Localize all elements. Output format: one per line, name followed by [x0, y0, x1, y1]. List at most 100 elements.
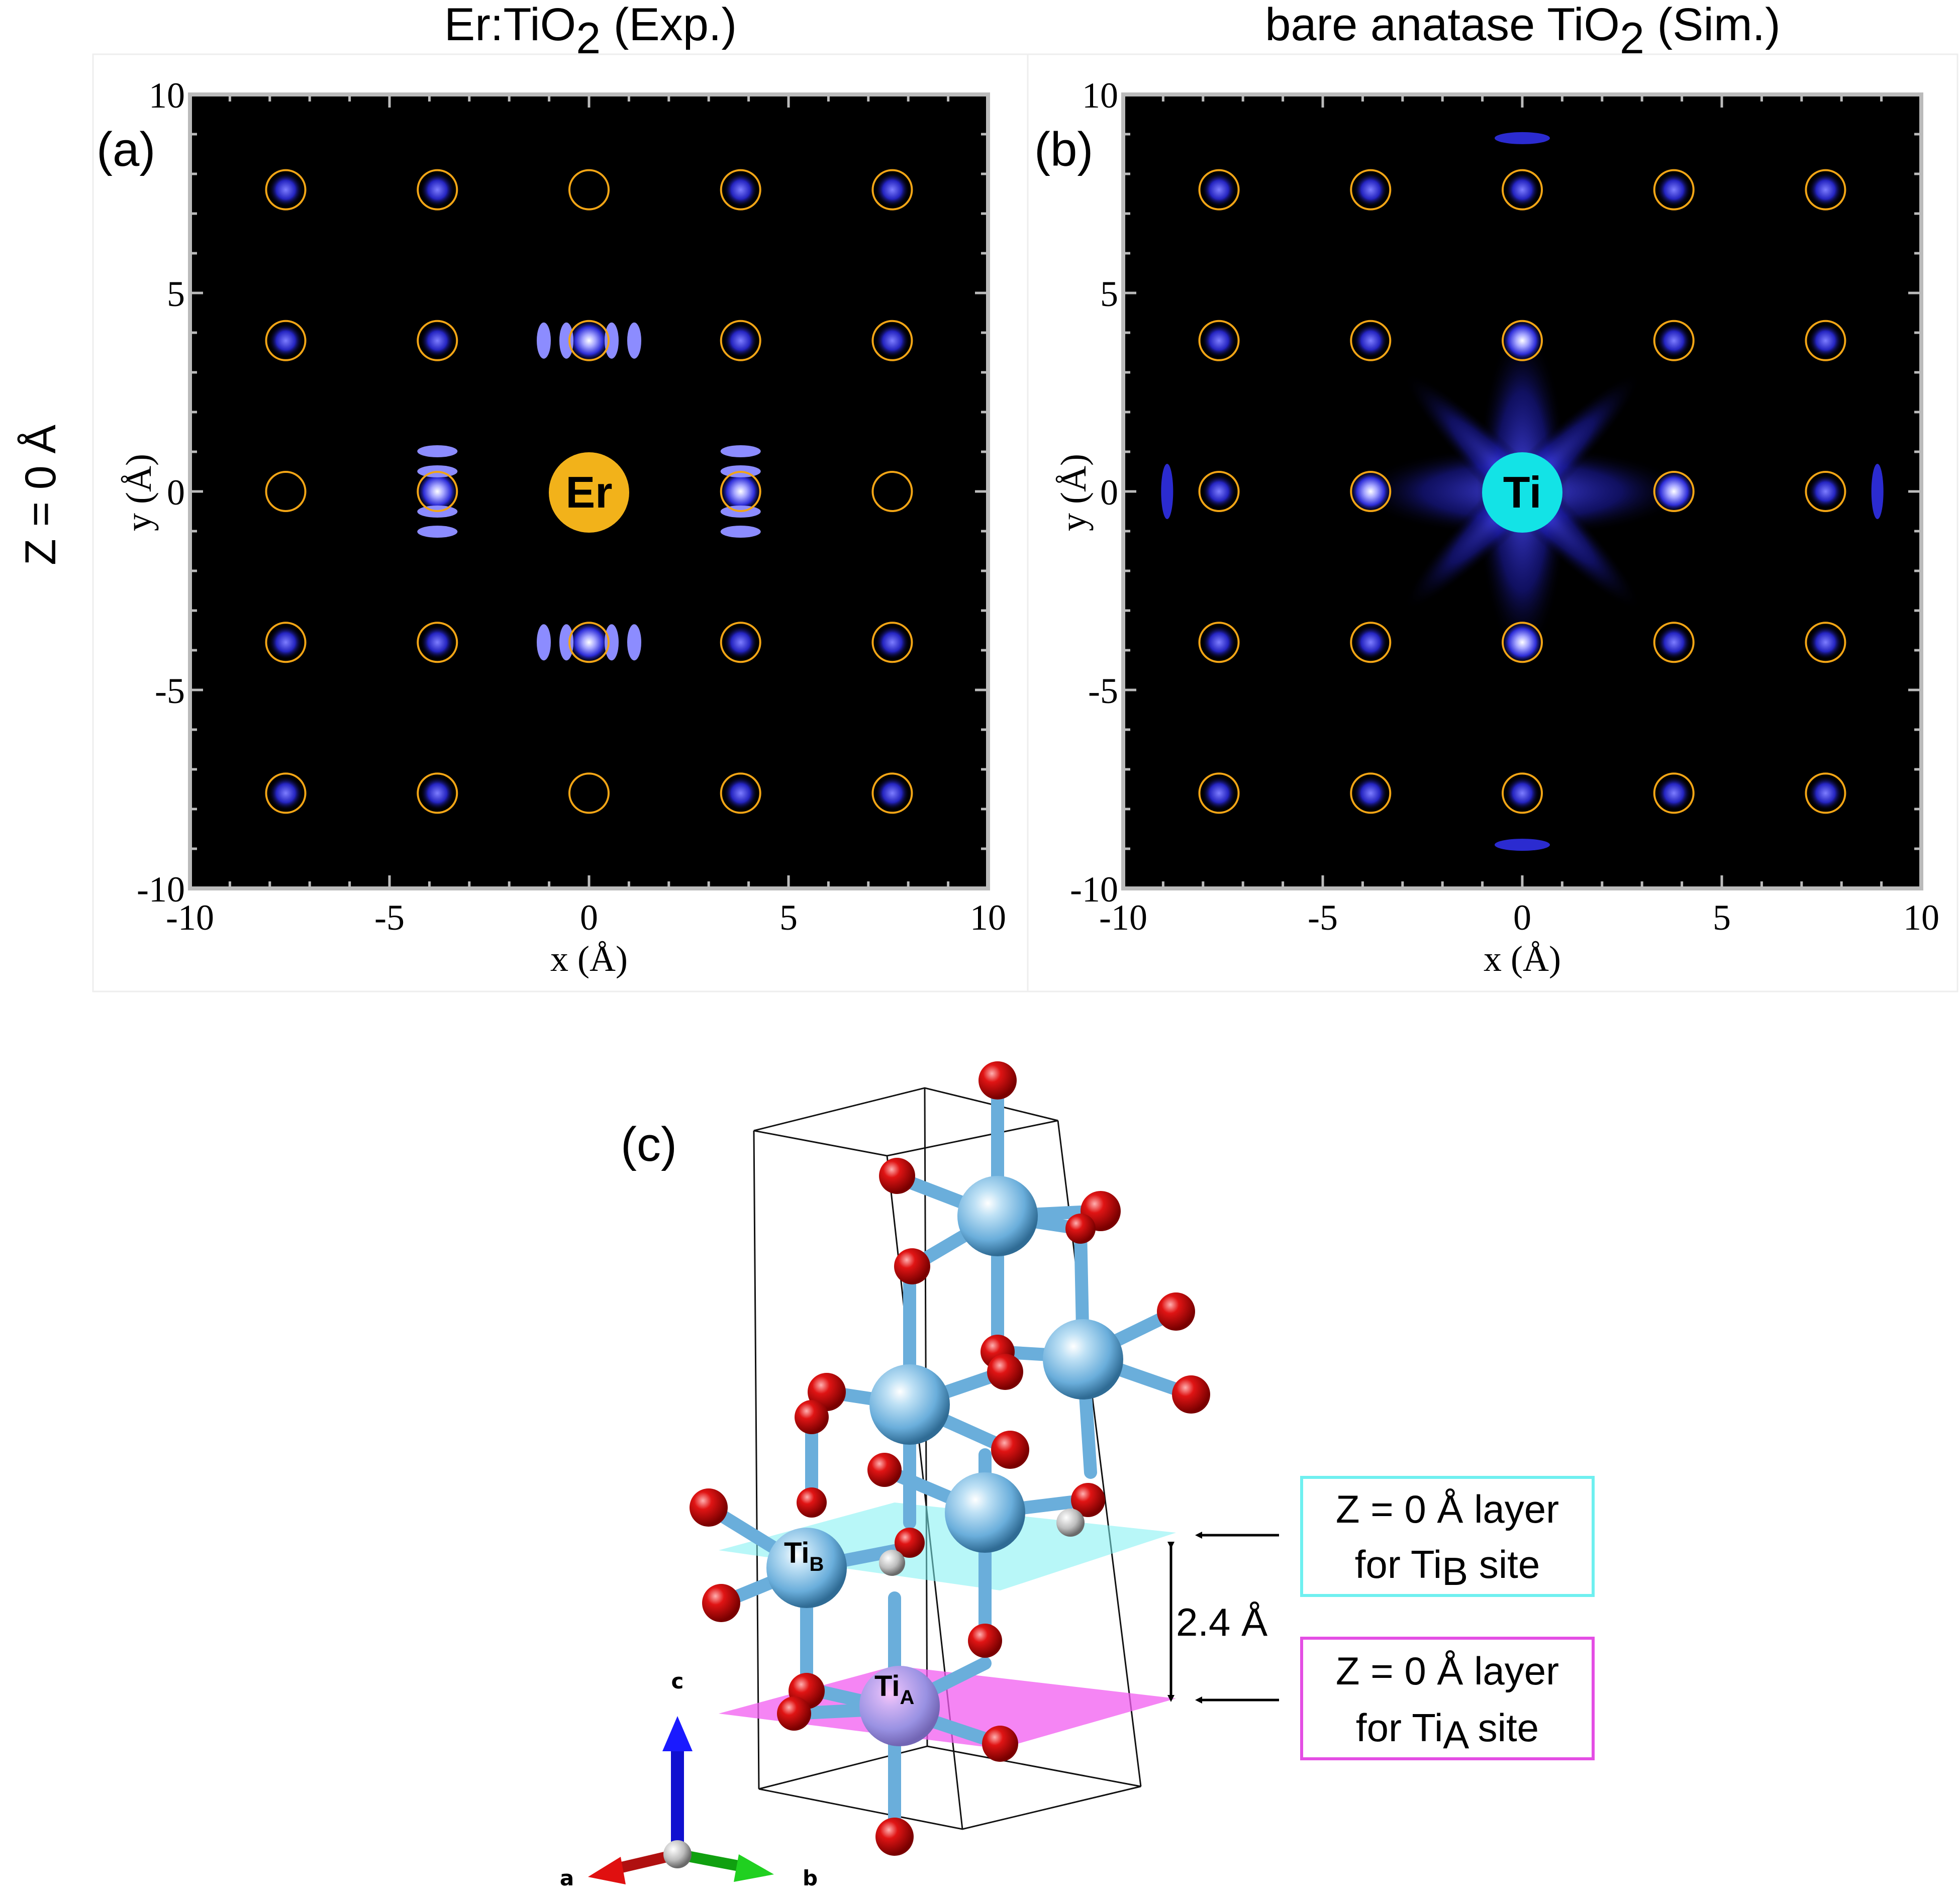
heat-spot — [568, 319, 610, 362]
xtick-label: -10 — [1099, 897, 1147, 938]
ytick-label: -10 — [1070, 869, 1118, 910]
heat-spot — [420, 323, 455, 358]
axes-origin — [663, 1840, 692, 1868]
z0-plane-ti-a — [719, 1666, 1176, 1749]
lattice-marker-circle — [568, 772, 610, 814]
heat-spot — [1202, 474, 1236, 509]
lattice-marker-circle — [1502, 772, 1543, 814]
heat-spot — [1353, 776, 1388, 811]
xtick-label: 0 — [580, 897, 598, 938]
heat-spot — [1501, 319, 1543, 362]
ti-atom — [957, 1176, 1038, 1256]
heat-spot — [719, 470, 762, 513]
lattice-marker-circle — [720, 471, 761, 512]
heat-fringe — [605, 322, 619, 359]
o-atom — [968, 1624, 1002, 1658]
grey-atom — [1056, 1509, 1085, 1537]
panel-b-title: bare anatase TiO2 (Sim.) — [1265, 0, 1781, 63]
o-atom — [987, 1354, 1023, 1390]
heat-spot — [1349, 470, 1392, 513]
lattice-marker-circle — [417, 320, 458, 361]
axis-c-label: c — [671, 1669, 684, 1693]
o-atom — [1065, 1214, 1096, 1244]
heat-spot — [723, 172, 758, 207]
ytick-label: 10 — [1082, 75, 1118, 116]
o-atom — [894, 1248, 930, 1284]
heat-spot — [1656, 776, 1691, 811]
lattice-marker-circle — [871, 772, 913, 814]
heat-spot — [723, 625, 758, 660]
ytick-label: 0 — [167, 472, 185, 513]
lattice-marker-circle — [265, 772, 307, 814]
heat-fringe — [627, 322, 641, 359]
heat-spot — [420, 625, 455, 660]
ti-b-label: TiB — [784, 1537, 824, 1575]
ytick-label: 5 — [167, 274, 185, 314]
o-atom — [1157, 1292, 1195, 1331]
o-atom — [867, 1453, 902, 1487]
heat-spot — [1501, 621, 1543, 664]
lattice-marker-circle — [1653, 471, 1695, 512]
legend-box-ti-a-line2: for TiA site — [1356, 1706, 1539, 1757]
lattice-marker-circle — [1805, 622, 1846, 663]
heat-spot — [1656, 625, 1691, 660]
heat-fringe — [537, 322, 551, 359]
lattice-marker-circle — [568, 169, 610, 211]
o-atom — [1071, 1483, 1105, 1517]
titanium-atoms — [766, 1176, 1123, 1746]
lattice-marker-circle — [1350, 772, 1392, 814]
xtick-label: -5 — [1308, 897, 1338, 938]
lattice-marker-circle — [265, 471, 307, 512]
ytick-label: -5 — [1088, 671, 1118, 711]
ytick-label: 10 — [149, 75, 185, 116]
o-atom — [795, 1400, 829, 1434]
panel-b: bare anatase TiO2 (Sim.) Ti (b) y (Å) x … — [1027, 0, 1958, 992]
xtick-label: 5 — [779, 897, 798, 938]
panel-b-ylabel: y (Å) — [1053, 454, 1094, 531]
legend-box-ti-a: Z = 0 Å layer for TiA site — [1300, 1637, 1595, 1760]
o-atom — [777, 1696, 811, 1731]
o-atom — [875, 1818, 914, 1856]
heat-spot — [1652, 470, 1695, 513]
ti-atom — [945, 1472, 1025, 1553]
heat-fringe — [605, 624, 619, 661]
heat-spot — [268, 323, 303, 358]
ti-atom-marker — [1482, 452, 1562, 533]
axis-b-label: b — [803, 1866, 818, 1890]
lattice-marker-circle — [265, 622, 307, 663]
lattice-marker-circle — [720, 772, 761, 814]
lattice-marker-circle — [1350, 169, 1392, 211]
axis-c-arrow — [662, 1716, 693, 1751]
side-label-z0: Z = 0 Å — [17, 425, 65, 565]
heat-spot — [1808, 776, 1843, 811]
panel-c-structure: (c) — [560, 1061, 1595, 1890]
tick-labels-b: -10 -5 0 5 10 10 5 0 -5 -10 — [1070, 75, 1939, 938]
heat-fringe — [537, 624, 551, 661]
xtick-label: 10 — [970, 897, 1006, 938]
legend-box-ti-a-line1: Z = 0 Å layer — [1336, 1649, 1559, 1693]
lattice-marker-circle — [1350, 622, 1392, 663]
heat-spot — [1202, 172, 1236, 207]
heat-spot — [1353, 172, 1388, 207]
xtick-label: 10 — [1903, 897, 1939, 938]
lattice-marker-circle — [1502, 169, 1543, 211]
heat-spot — [1202, 776, 1236, 811]
xtick-label: 0 — [1513, 897, 1531, 938]
heat-streak — [1161, 464, 1173, 519]
heat-spot — [723, 776, 758, 811]
lattice-marker-circle — [871, 169, 913, 211]
heat-spot — [1808, 323, 1843, 358]
heat-spot — [420, 172, 455, 207]
heat-spot — [268, 172, 303, 207]
ti-atom — [869, 1364, 950, 1445]
heat-spot — [1808, 625, 1843, 660]
o-atom — [797, 1487, 827, 1518]
lattice-marker-circle — [720, 622, 761, 663]
lattice-marker-circle — [871, 471, 913, 512]
lattice-marker-circle — [720, 320, 761, 361]
oxygen-atoms — [690, 1061, 1210, 1856]
heat-spot — [416, 470, 459, 513]
ti-atom — [1043, 1319, 1123, 1399]
heat-spot — [268, 776, 303, 811]
lattice-marker-circle — [1350, 320, 1392, 361]
